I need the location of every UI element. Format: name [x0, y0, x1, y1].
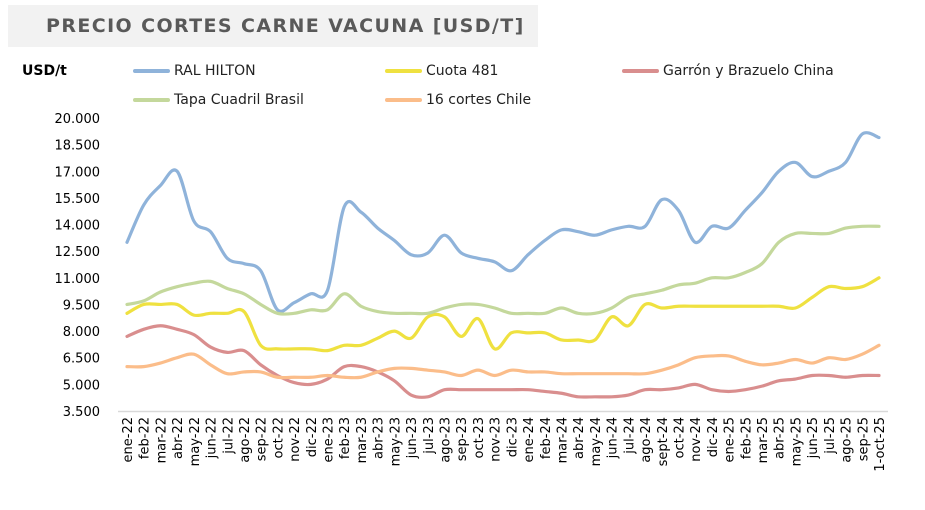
x-tick-label: ago-25 [840, 417, 855, 463]
x-tick-label: abr-23 [372, 417, 387, 459]
legend-swatch [133, 98, 170, 102]
x-tick-label: ene-24 [522, 417, 537, 462]
x-tick-label: sep-25 [856, 417, 871, 461]
series-line-cuota-481 [125, 276, 881, 353]
x-tick-label: feb-25 [739, 417, 754, 459]
legend-label: 16 cortes Chile [426, 92, 532, 108]
x-tick-label: jun-23 [405, 417, 420, 459]
series-line-garr-n-y-brazuelo-china [125, 324, 881, 399]
x-tick-label: 1-oct-25 [873, 417, 888, 472]
x-tick-label: feb-24 [539, 417, 554, 459]
x-tick-label: abr-22 [171, 417, 186, 459]
x-tick-label: sep-23 [455, 417, 470, 461]
x-tick-label: sep-22 [255, 417, 270, 461]
legend-label: Garrón y Brazuelo China [663, 63, 834, 79]
x-tick-label: nov-24 [689, 417, 704, 462]
y-tick-label: 18.500 [55, 139, 101, 154]
y-tick-label: 12.500 [55, 245, 101, 260]
legend-item-ral-hilton: RAL HILTON [133, 63, 256, 79]
x-tick-label: nov-23 [489, 417, 504, 462]
chart-title-box: PRECIO CORTES CARNE VACUNA [USD/T] [8, 5, 538, 47]
y-axis-unit-label: USD/t [22, 63, 67, 79]
x-tick-label: jun-24 [606, 417, 621, 459]
x-tick-label: oct-23 [472, 417, 487, 458]
legend-item-garron-china: Garrón y Brazuelo China [622, 63, 834, 79]
x-tick-label: ago-23 [439, 417, 454, 463]
x-tick-label: oct-22 [271, 417, 286, 458]
x-tick-label: jul-25 [823, 417, 838, 455]
legend-item-tapa-cuadril: Tapa Cuadril Brasil [133, 92, 304, 108]
x-tick-label: may-24 [589, 417, 604, 466]
legend-label: RAL HILTON [174, 63, 256, 79]
series-line-tapa-cuadril-brasil [125, 224, 881, 316]
x-tick-label: sept-24 [656, 417, 671, 466]
x-tick-label: ene-25 [723, 417, 738, 462]
x-tick-label: ago-22 [238, 417, 253, 463]
x-tick-label: feb-22 [138, 417, 153, 459]
y-tick-label: 14.000 [55, 219, 101, 234]
series-line-ral-hilton [125, 131, 881, 313]
series-line-16-cortes-chile [125, 343, 881, 380]
y-tick-label: 5.000 [63, 378, 100, 393]
y-tick-label: 6.500 [63, 352, 100, 367]
x-tick-label: oct-24 [672, 417, 687, 458]
x-tick-label: ene-23 [322, 417, 337, 462]
y-tick-label: 9.500 [63, 298, 100, 313]
x-tick-label: abr-25 [773, 417, 788, 459]
x-tick-label: jul-24 [622, 417, 637, 455]
x-tick-label: dic-24 [706, 417, 721, 457]
x-tick-label: abr-24 [572, 417, 587, 459]
legend-label: Cuota 481 [426, 63, 499, 79]
x-tick-label: jun-25 [806, 417, 821, 459]
x-tick-label: nov-22 [288, 417, 303, 462]
x-tick-label: dic-22 [305, 417, 320, 457]
legend-swatch [133, 69, 170, 73]
x-tick-label: jul-23 [422, 417, 437, 455]
x-tick-label: feb-23 [338, 417, 353, 459]
legend-swatch [622, 69, 659, 73]
x-tick-label: may-22 [188, 417, 203, 466]
chart-title: PRECIO CORTES CARNE VACUNA [USD/T] [46, 15, 525, 37]
y-tick-label: 8.000 [63, 325, 100, 340]
x-tick-label: dic-23 [505, 417, 520, 457]
y-tick-label: 3.500 [63, 405, 100, 420]
y-tick-label: 11.000 [55, 272, 101, 287]
x-tick-label: mar-23 [355, 417, 370, 463]
x-tick-label: mar-22 [154, 417, 169, 463]
x-tick-label: may-25 [789, 417, 804, 466]
legend-swatch [385, 98, 422, 102]
legend-item-cuota-481: Cuota 481 [385, 63, 498, 79]
x-tick-label: ene-22 [121, 417, 136, 462]
x-tick-label: mar-24 [555, 417, 570, 463]
x-tick-label: ago-24 [639, 417, 654, 463]
x-tick-label: mar-25 [756, 417, 771, 463]
legend-label: Tapa Cuadril Brasil [174, 92, 304, 108]
y-tick-label: 20.000 [55, 112, 101, 127]
legend-item-16-cortes-chile: 16 cortes Chile [385, 92, 531, 108]
x-tick-label: jul-22 [221, 417, 236, 455]
legend-swatch [385, 69, 422, 73]
y-tick-label: 17.000 [55, 165, 101, 180]
x-tick-label: may-23 [388, 417, 403, 466]
x-tick-label: jun-22 [205, 417, 220, 459]
y-tick-label: 15.500 [55, 192, 101, 207]
